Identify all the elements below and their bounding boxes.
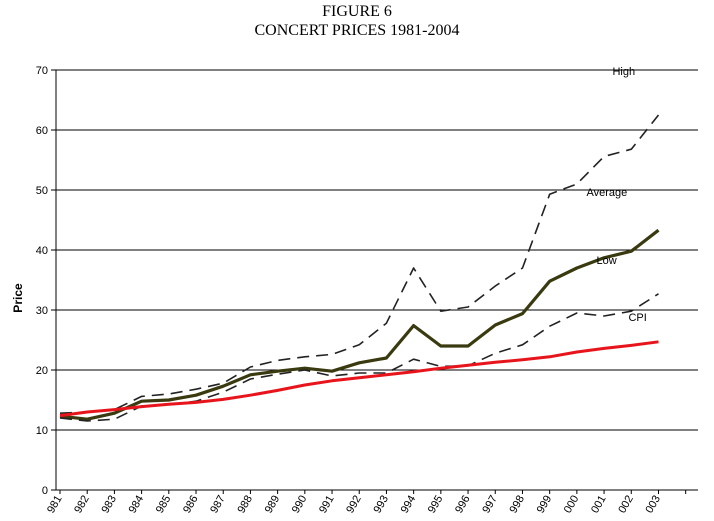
- x-tick-label: 992: [344, 494, 364, 516]
- chart-title: FIGURE 6: [322, 3, 392, 20]
- x-tick-label: 002: [616, 494, 636, 516]
- x-tick-label: 985: [154, 494, 174, 516]
- series-line-average: [59, 228, 660, 421]
- x-tick-label: 991: [317, 494, 337, 516]
- series-labels: High Average Low CPI: [586, 66, 646, 324]
- x-tick-label: 986: [181, 494, 201, 516]
- x-tick-label: 987: [208, 494, 228, 516]
- series-lines: [59, 114, 660, 422]
- x-tick-label: 996: [453, 494, 473, 516]
- series-label-low: Low: [596, 255, 616, 267]
- y-tick-label: 10: [36, 425, 48, 437]
- title-block: FIGURE 6 CONCERT PRICES 1981-2004: [0, 2, 714, 40]
- y-axis-title: Price: [11, 283, 25, 313]
- gridlines: [56, 69, 698, 431]
- x-tick-label: 997: [480, 494, 500, 516]
- y-tick-label: 50: [36, 185, 48, 197]
- x-tick-label: 995: [426, 494, 446, 516]
- x-tick-label: 998: [507, 494, 527, 516]
- series-line-high: [59, 114, 660, 414]
- x-tick-label: 982: [72, 494, 92, 516]
- x-tick-label: 984: [127, 494, 147, 516]
- y-tick-label: 0: [42, 485, 48, 497]
- x-tick-label: 990: [290, 494, 310, 516]
- y-tick-label: 30: [36, 305, 48, 317]
- x-tick-label: 989: [263, 494, 283, 516]
- x-tick-label: 988: [235, 494, 255, 516]
- x-tick-label: 001: [589, 494, 609, 516]
- series-line-cpi: [59, 340, 659, 418]
- y-tick-label: 40: [36, 245, 48, 257]
- chart-subtitle: CONCERT PRICES 1981-2004: [254, 22, 460, 39]
- y-tick-label: 70: [36, 65, 48, 77]
- x-tick-label: 000: [562, 494, 582, 516]
- series-label-cpi: CPI: [628, 312, 646, 324]
- y-tick-label: 20: [36, 365, 48, 377]
- x-tick-label: 993: [371, 494, 391, 516]
- x-tick-label: 994: [399, 494, 419, 516]
- x-tick-label: 003: [644, 494, 664, 516]
- series-label-average: Average: [586, 187, 627, 199]
- series-label-high: High: [612, 66, 635, 78]
- y-tick-label: 60: [36, 125, 48, 137]
- x-tick-label: 983: [99, 494, 119, 516]
- x-tick-label: 999: [535, 494, 555, 516]
